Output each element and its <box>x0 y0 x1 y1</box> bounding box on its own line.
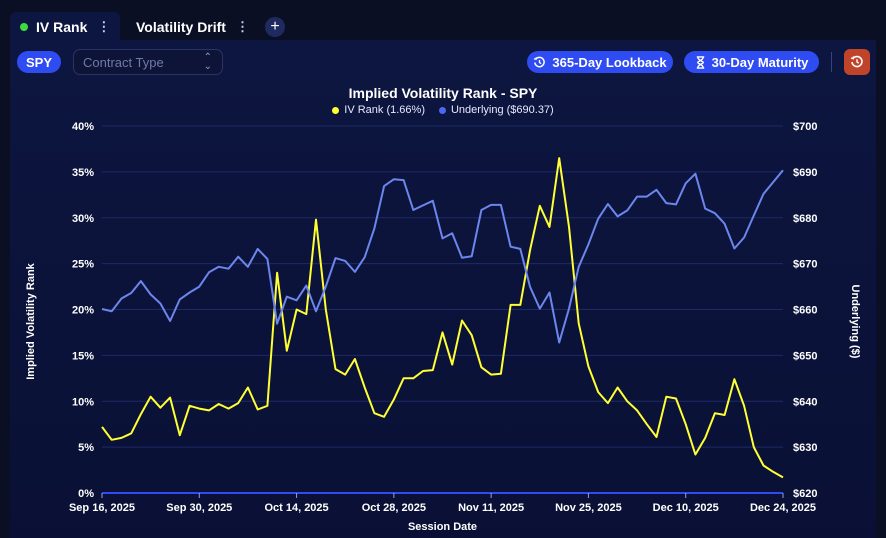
x-tick-label: Dec 24, 2025 <box>750 502 816 514</box>
y-left-tick-label: 30% <box>72 213 94 225</box>
ticker-label: SPY <box>25 54 52 70</box>
y-left-axis-title: Implied Volatility Rank <box>25 262 37 379</box>
y-right-tick-label: $630 <box>793 442 817 454</box>
x-axis-title: Session Date <box>408 521 477 533</box>
plus-icon: + <box>270 18 280 35</box>
maturity-button[interactable]: 30-Day Maturity <box>684 51 819 73</box>
x-tick-label: Oct 14, 2025 <box>264 502 328 514</box>
tab-iv-rank[interactable]: IV Rank ⋮ <box>10 12 120 42</box>
lookback-label: 365-Day Lookback <box>552 54 667 70</box>
legend-marker <box>332 106 340 114</box>
iv-rank-series-line <box>101 157 784 479</box>
y-left-tick-label: 10% <box>72 396 94 408</box>
legend-label: Underlying ($690.37) <box>450 104 554 116</box>
active-status-dot <box>20 23 28 31</box>
chart-legend: IV Rank (1.66%) Underlying ($690.37) <box>10 104 876 116</box>
tab-label: IV Rank <box>36 19 88 35</box>
chart-panel: SPY Contract Type ⌃ ⌄ 365-Day Lookback 30… <box>10 40 876 538</box>
iv-rank-chart[interactable]: 0% $620 5% $630 10% $640 15% $650 20% $660 25% $670… <box>10 40 876 538</box>
x-tick-label: Nov 11, 2025 <box>458 502 524 514</box>
legend-label: IV Rank (1.66%) <box>344 104 425 116</box>
y-left-tick-label: 15% <box>72 350 94 362</box>
tab-menu-icon[interactable]: ⋮ <box>97 19 111 34</box>
y-right-tick-label: $700 <box>793 121 817 133</box>
reset-button[interactable] <box>844 49 870 75</box>
y-right-tick-label: $660 <box>793 305 817 317</box>
y-left-tick-label: 20% <box>72 305 94 317</box>
x-tick-label: Nov 25, 2025 <box>555 502 622 514</box>
y-right-tick-label: $680 <box>793 213 817 225</box>
toolbar-divider <box>831 52 832 72</box>
legend-item-underlying[interactable]: Underlying ($690.37) <box>438 104 554 116</box>
y-right-tick-label: $640 <box>793 396 817 408</box>
toolbar: SPY Contract Type ⌃ ⌄ 365-Day Lookback 30… <box>10 40 876 86</box>
underlying-series-line <box>101 169 784 344</box>
x-tick-label: Dec 10, 2025 <box>653 502 719 514</box>
reset-icon <box>850 55 863 68</box>
chart-title: Implied Volatility Rank - SPY <box>348 85 538 101</box>
y-left-tick-label: 25% <box>72 259 94 271</box>
y-right-axis-title: Underlying ($) <box>849 285 861 359</box>
y-left-tick-label: 40% <box>72 121 94 133</box>
x-tick-label: Oct 28, 2025 <box>362 502 426 514</box>
x-tick-label: Sep 30, 2025 <box>166 502 232 514</box>
x-tick-label: Sep 16, 2025 <box>69 502 135 514</box>
chevron-up-down-icon: ⌃ ⌄ <box>203 52 212 72</box>
maturity-label: 30-Day Maturity <box>711 54 809 70</box>
contract-type-placeholder: Contract Type <box>83 54 164 70</box>
tab-menu-icon[interactable]: ⋮ <box>235 19 249 34</box>
y-right-tick-label: $620 <box>793 488 817 500</box>
tab-bar: IV Rank ⋮ Volatility Drift ⋮ + <box>0 0 886 42</box>
contract-type-select[interactable]: Contract Type ⌃ ⌄ <box>73 49 223 75</box>
legend-item-iv-rank[interactable]: IV Rank (1.66%) <box>332 104 425 116</box>
y-left-tick-label: 5% <box>78 442 94 454</box>
history-icon <box>534 56 546 67</box>
y-right-tick-label: $690 <box>793 167 817 179</box>
tab-label: Volatility Drift <box>136 19 226 35</box>
ticker-button[interactable]: SPY <box>17 51 61 73</box>
add-tab-button[interactable]: + <box>265 17 285 37</box>
tab-volatility-drift[interactable]: Volatility Drift ⋮ <box>136 13 249 41</box>
y-right-tick-label: $650 <box>793 350 817 362</box>
lookback-button[interactable]: 365-Day Lookback <box>527 51 673 73</box>
y-left-tick-label: 35% <box>72 167 94 179</box>
legend-marker <box>438 106 446 114</box>
hourglass-icon <box>696 55 704 69</box>
y-left-tick-label: 0% <box>78 488 94 500</box>
y-right-tick-label: $670 <box>793 259 817 271</box>
